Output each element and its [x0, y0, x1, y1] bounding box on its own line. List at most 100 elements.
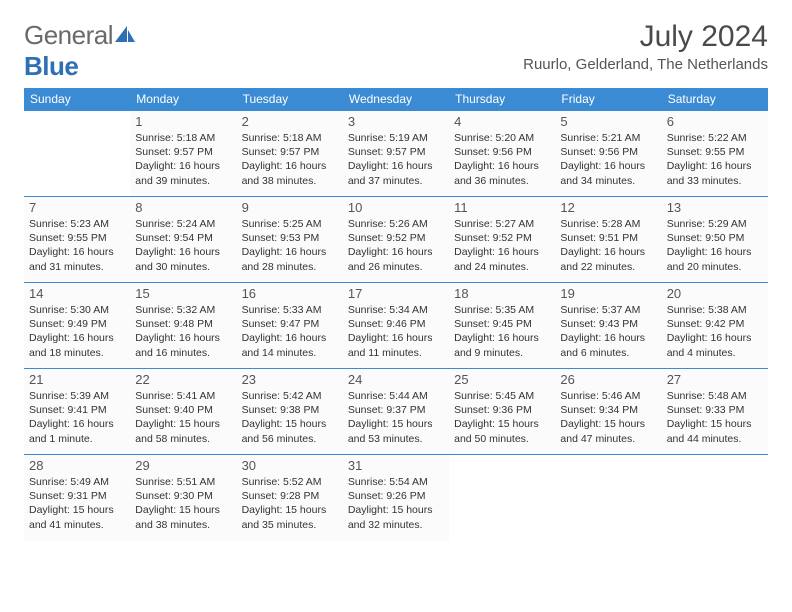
day-info: Sunrise: 5:23 AMSunset: 9:55 PMDaylight:…: [29, 217, 125, 274]
day-info: Sunrise: 5:18 AMSunset: 9:57 PMDaylight:…: [242, 131, 338, 188]
day-cell: 26 Sunrise: 5:46 AMSunset: 9:34 PMDayligh…: [555, 369, 661, 455]
day-info: Sunrise: 5:51 AMSunset: 9:30 PMDaylight:…: [135, 475, 231, 532]
day-info: Sunrise: 5:25 AMSunset: 9:53 PMDaylight:…: [242, 217, 338, 274]
day-info: Sunrise: 5:28 AMSunset: 9:51 PMDaylight:…: [560, 217, 656, 274]
day-number: 28: [29, 458, 125, 473]
day-cell: 14 Sunrise: 5:30 AMSunset: 9:49 PMDayligh…: [24, 283, 130, 369]
location-text: Ruurlo, Gelderland, The Netherlands: [523, 56, 768, 73]
day-number: 21: [29, 372, 125, 387]
day-number: 1: [135, 114, 231, 129]
day-number: 4: [454, 114, 550, 129]
day-cell: 5Sunrise: 5:21 AMSunset: 9:56 PMDaylight…: [555, 111, 661, 197]
day-cell: 11 Sunrise: 5:27 AMSunset: 9:52 PMDayligh…: [449, 197, 555, 283]
calendar-head: SundayMondayTuesdayWednesdayThursdayFrid…: [24, 88, 768, 111]
day-info: Sunrise: 5:33 AMSunset: 9:47 PMDaylight:…: [242, 303, 338, 360]
day-number: 7: [29, 200, 125, 215]
day-number: 9: [242, 200, 338, 215]
day-cell: 1 Sunrise: 5:18 AMSunset: 9:57 PMDaylight…: [130, 111, 236, 197]
day-cell: 16 Sunrise: 5:33 AMSunset: 9:47 PMDayligh…: [237, 283, 343, 369]
month-title: July 2024: [523, 20, 768, 54]
day-cell: 6Sunrise: 5:22 AMSunset: 9:55 PMDaylight…: [662, 111, 768, 197]
day-number: 30: [242, 458, 338, 473]
calendar-row: 14 Sunrise: 5:30 AMSunset: 9:49 PMDayligh…: [24, 283, 768, 369]
day-cell: 27 Sunrise: 5:48 AMSunset: 9:33 PMDayligh…: [662, 369, 768, 455]
brand-name-a: General: [24, 20, 113, 50]
day-info: Sunrise: 5:49 AMSunset: 9:31 PMDaylight:…: [29, 475, 125, 532]
day-info: Sunrise: 5:46 AMSunset: 9:34 PMDaylight:…: [560, 389, 656, 446]
day-cell: 8 Sunrise: 5:24 AMSunset: 9:54 PMDaylight…: [130, 197, 236, 283]
calendar-body: 1 Sunrise: 5:18 AMSunset: 9:57 PMDaylight…: [24, 111, 768, 541]
weekday-header: Monday: [130, 88, 236, 111]
empty-cell: [449, 455, 555, 541]
calendar-row: 21 Sunrise: 5:39 AMSunset: 9:41 PMDayligh…: [24, 369, 768, 455]
day-number: 26: [560, 372, 656, 387]
day-number: 19: [560, 286, 656, 301]
day-info: Sunrise: 5:34 AMSunset: 9:46 PMDaylight:…: [348, 303, 444, 360]
brand-logo: General Blue: [24, 20, 137, 82]
day-number: 18: [454, 286, 550, 301]
day-cell: 7 Sunrise: 5:23 AMSunset: 9:55 PMDaylight…: [24, 197, 130, 283]
day-cell: 24Sunrise: 5:44 AMSunset: 9:37 PMDayligh…: [343, 369, 449, 455]
weekday-header: Wednesday: [343, 88, 449, 111]
day-number: 15: [135, 286, 231, 301]
day-cell: 12 Sunrise: 5:28 AMSunset: 9:51 PMDayligh…: [555, 197, 661, 283]
day-number: 22: [135, 372, 231, 387]
day-number: 14: [29, 286, 125, 301]
day-number: 27: [667, 372, 763, 387]
day-info: Sunrise: 5:27 AMSunset: 9:52 PMDaylight:…: [454, 217, 550, 274]
day-info: Sunrise: 5:18 AMSunset: 9:57 PMDaylight:…: [135, 131, 231, 188]
day-number: 25: [454, 372, 550, 387]
day-cell: 30 Sunrise: 5:52 AMSunset: 9:28 PMDayligh…: [237, 455, 343, 541]
day-info: Sunrise: 5:44 AMSunset: 9:37 PMDaylight:…: [348, 389, 444, 446]
day-cell: 17Sunrise: 5:34 AMSunset: 9:46 PMDayligh…: [343, 283, 449, 369]
empty-cell: [555, 455, 661, 541]
day-cell: 10 Sunrise: 5:26 AMSunset: 9:52 PMDayligh…: [343, 197, 449, 283]
day-info: Sunrise: 5:37 AMSunset: 9:43 PMDaylight:…: [560, 303, 656, 360]
weekday-header: Tuesday: [237, 88, 343, 111]
day-info: Sunrise: 5:54 AMSunset: 9:26 PMDaylight:…: [348, 475, 444, 532]
day-number: 29: [135, 458, 231, 473]
title-block: July 2024 Ruurlo, Gelderland, The Nether…: [523, 20, 768, 73]
brand-sail-icon: [113, 24, 137, 44]
day-cell: 20Sunrise: 5:38 AMSunset: 9:42 PMDayligh…: [662, 283, 768, 369]
weekday-header: Friday: [555, 88, 661, 111]
day-number: 16: [242, 286, 338, 301]
day-cell: 19 Sunrise: 5:37 AMSunset: 9:43 PMDayligh…: [555, 283, 661, 369]
day-number: 13: [667, 200, 763, 215]
day-info: Sunrise: 5:30 AMSunset: 9:49 PMDaylight:…: [29, 303, 125, 360]
day-info: Sunrise: 5:38 AMSunset: 9:42 PMDaylight:…: [667, 303, 763, 360]
day-number: 8: [135, 200, 231, 215]
day-number: 10: [348, 200, 444, 215]
day-cell: 9 Sunrise: 5:25 AMSunset: 9:53 PMDaylight…: [237, 197, 343, 283]
day-cell: 28 Sunrise: 5:49 AMSunset: 9:31 PMDayligh…: [24, 455, 130, 541]
day-cell: 2Sunrise: 5:18 AMSunset: 9:57 PMDaylight…: [237, 111, 343, 197]
day-info: Sunrise: 5:39 AMSunset: 9:41 PMDaylight:…: [29, 389, 125, 446]
weekday-header: Saturday: [662, 88, 768, 111]
day-info: Sunrise: 5:42 AMSunset: 9:38 PMDaylight:…: [242, 389, 338, 446]
day-info: Sunrise: 5:26 AMSunset: 9:52 PMDaylight:…: [348, 217, 444, 274]
day-cell: 3 Sunrise: 5:19 AMSunset: 9:57 PMDaylight…: [343, 111, 449, 197]
day-number: 12: [560, 200, 656, 215]
day-info: Sunrise: 5:52 AMSunset: 9:28 PMDaylight:…: [242, 475, 338, 532]
day-info: Sunrise: 5:29 AMSunset: 9:50 PMDaylight:…: [667, 217, 763, 274]
calendar-table: SundayMondayTuesdayWednesdayThursdayFrid…: [24, 88, 768, 541]
page-header: General Blue July 2024 Ruurlo, Gelderlan…: [24, 20, 768, 82]
day-number: 31: [348, 458, 444, 473]
day-number: 3: [348, 114, 444, 129]
day-number: 11: [454, 200, 550, 215]
day-cell: 23Sunrise: 5:42 AMSunset: 9:38 PMDayligh…: [237, 369, 343, 455]
day-cell: 31 Sunrise: 5:54 AMSunset: 9:26 PMDayligh…: [343, 455, 449, 541]
day-info: Sunrise: 5:48 AMSunset: 9:33 PMDaylight:…: [667, 389, 763, 446]
calendar-row: 28 Sunrise: 5:49 AMSunset: 9:31 PMDayligh…: [24, 455, 768, 541]
day-info: Sunrise: 5:22 AMSunset: 9:55 PMDaylight:…: [667, 131, 763, 188]
day-cell: 25Sunrise: 5:45 AMSunset: 9:36 PMDayligh…: [449, 369, 555, 455]
day-cell: 15Sunrise: 5:32 AMSunset: 9:48 PMDayligh…: [130, 283, 236, 369]
weekday-header: Sunday: [24, 88, 130, 111]
day-info: Sunrise: 5:24 AMSunset: 9:54 PMDaylight:…: [135, 217, 231, 274]
day-info: Sunrise: 5:19 AMSunset: 9:57 PMDaylight:…: [348, 131, 444, 188]
day-cell: 13 Sunrise: 5:29 AMSunset: 9:50 PMDayligh…: [662, 197, 768, 283]
day-cell: 21 Sunrise: 5:39 AMSunset: 9:41 PMDayligh…: [24, 369, 130, 455]
day-info: Sunrise: 5:20 AMSunset: 9:56 PMDaylight:…: [454, 131, 550, 188]
day-number: 5: [560, 114, 656, 129]
day-cell: 4 Sunrise: 5:20 AMSunset: 9:56 PMDaylight…: [449, 111, 555, 197]
